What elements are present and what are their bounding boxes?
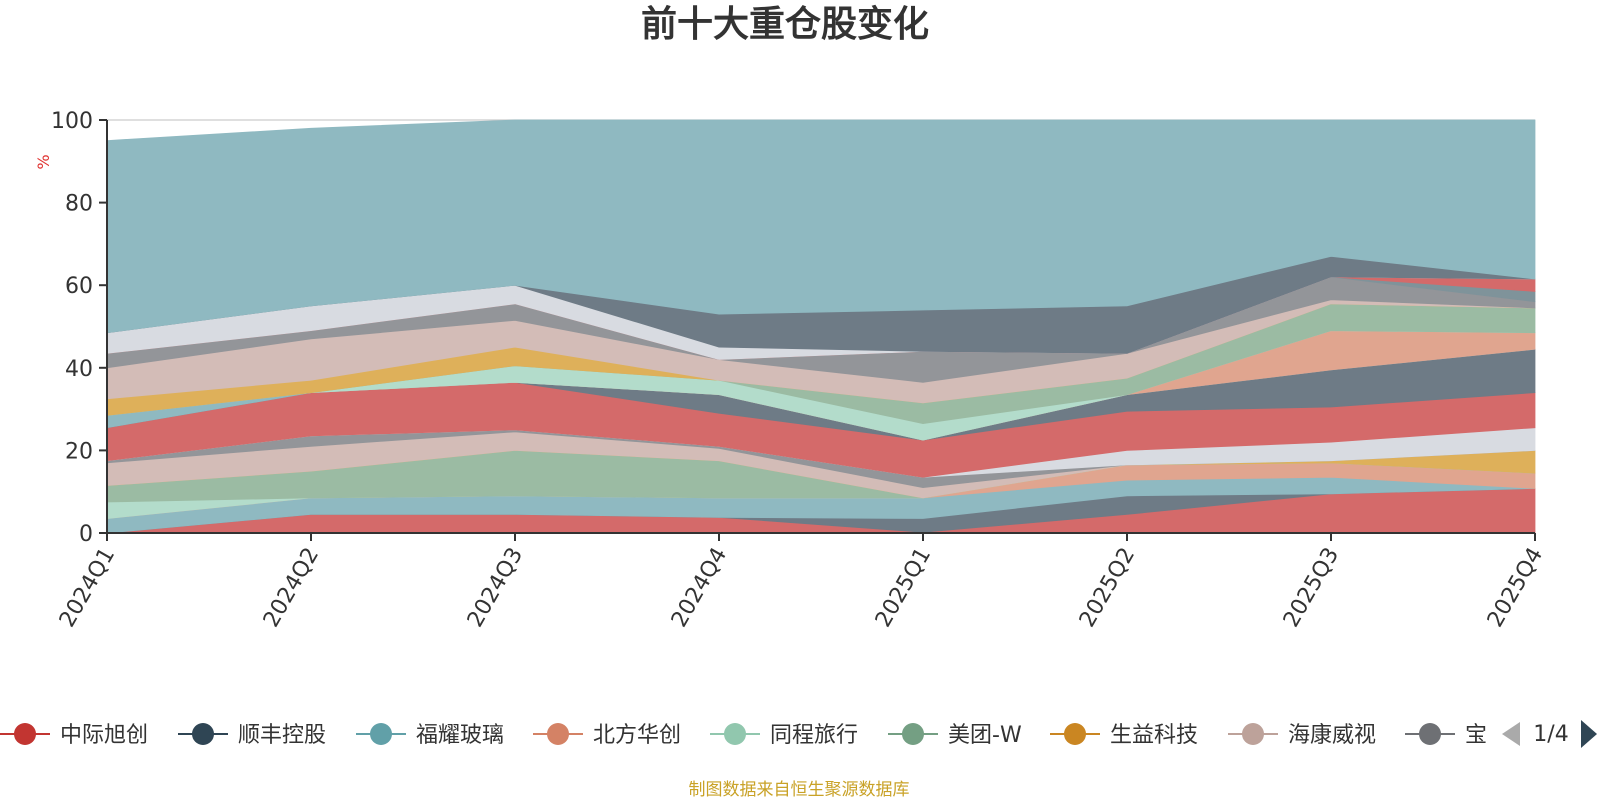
legend-marker xyxy=(724,723,746,745)
legend-marker xyxy=(547,723,569,745)
legend-marker xyxy=(1419,723,1441,745)
legend-label: 顺丰控股 xyxy=(238,723,326,748)
y-tick-label: 0 xyxy=(79,522,93,547)
x-tick-label: 2024Q4 xyxy=(667,544,732,632)
legend-item[interactable]: 同程旅行 xyxy=(710,723,858,748)
area-layers xyxy=(106,119,1536,534)
area-layer xyxy=(106,119,1536,334)
x-tick-label: 2024Q2 xyxy=(259,544,324,632)
legend-marker xyxy=(1242,723,1264,745)
x-tick-labels: 2024Q1 2024Q2 2024Q3 2024Q4 2025Q1 2025Q2 2025… xyxy=(55,533,1548,632)
y-tick-labels: 0 20 40 60 80 100 xyxy=(51,109,107,547)
legend-label: 中际旭创 xyxy=(60,723,148,748)
legend-item[interactable]: 海康威视 xyxy=(1228,723,1376,748)
legend-prev-icon[interactable] xyxy=(1502,722,1520,746)
legend-marker xyxy=(192,723,214,745)
legend: 中际旭创 顺丰控股 福耀玻璃 北方华创 同程旅行 美团-W 生益科技 海康威视 宝 xyxy=(0,723,1487,748)
x-tick-label: 2025Q2 xyxy=(1075,544,1140,632)
y-tick-label: 100 xyxy=(51,109,93,134)
x-tick-label: 2024Q1 xyxy=(55,544,120,632)
y-tick-label: 40 xyxy=(65,357,93,382)
legend-item[interactable]: 中际旭创 xyxy=(0,723,148,748)
legend-pager: 1/4 xyxy=(1502,720,1597,748)
legend-marker xyxy=(1064,723,1086,745)
x-tick-label: 2025Q4 xyxy=(1483,544,1548,632)
y-tick-label: 60 xyxy=(65,274,93,299)
y-tick-label: 80 xyxy=(65,192,93,217)
legend-label: 福耀玻璃 xyxy=(416,723,504,748)
legend-label: 宝 xyxy=(1465,723,1487,748)
y-axis-unit: % xyxy=(34,154,53,169)
legend-marker xyxy=(14,723,36,745)
y-tick-label: 20 xyxy=(65,439,93,464)
data-source-note: 制图数据来自恒生聚源数据库 xyxy=(689,780,910,800)
legend-next-icon[interactable] xyxy=(1581,720,1597,748)
x-tick-label: 2025Q3 xyxy=(1279,544,1344,632)
x-tick-label: 2025Q1 xyxy=(871,544,936,632)
legend-item[interactable]: 顺丰控股 xyxy=(178,723,326,748)
legend-marker xyxy=(370,723,392,745)
chart-title: 前十大重仓股变化 xyxy=(641,3,929,45)
legend-page-indicator: 1/4 xyxy=(1533,722,1568,747)
legend-label: 生益科技 xyxy=(1110,723,1198,748)
legend-item[interactable]: 美团-W xyxy=(888,723,1022,748)
x-tick-label: 2024Q3 xyxy=(463,544,528,632)
legend-marker xyxy=(902,723,924,745)
axes xyxy=(106,120,1535,534)
legend-label: 北方华创 xyxy=(593,723,681,748)
legend-item[interactable]: 宝 xyxy=(1405,723,1487,748)
legend-item[interactable]: 北方华创 xyxy=(533,723,681,748)
legend-label: 海康威视 xyxy=(1288,723,1376,748)
legend-item[interactable]: 生益科技 xyxy=(1050,723,1198,748)
legend-label: 美团-W xyxy=(948,723,1022,748)
legend-label: 同程旅行 xyxy=(770,723,858,748)
legend-item[interactable]: 福耀玻璃 xyxy=(356,723,504,748)
